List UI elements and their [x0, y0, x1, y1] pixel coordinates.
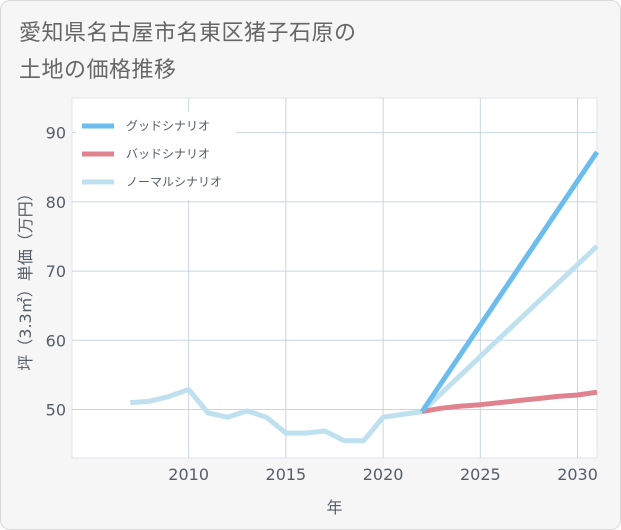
x-tick-label: 2020 [363, 465, 404, 484]
y-tick-label: 50 [46, 401, 66, 420]
x-tick-label: 2030 [557, 465, 598, 484]
series-line-normal [130, 244, 599, 444]
x-axis-label: 年 [326, 498, 342, 517]
series-line-good [419, 150, 600, 413]
series-lines [130, 150, 600, 444]
chart-title: 愛知県名古屋市名東区猪子石原の 土地の価格推移 [19, 15, 357, 89]
legend-label-good: グッドシナリオ [126, 119, 210, 133]
x-tick-label: 2010 [168, 465, 209, 484]
y-tick-label: 70 [46, 262, 66, 281]
legend-label-normal: ノーマルシナリオ [126, 175, 222, 189]
x-tick-label: 2015 [266, 465, 307, 484]
legend-label-bad: バッドシナリオ [126, 147, 210, 161]
title-line-1: 愛知県名古屋市名東区猪子石原の [19, 21, 357, 46]
y-tick-label: 80 [46, 193, 66, 212]
grid-lines [72, 98, 597, 458]
x-tick-label: 2025 [460, 465, 501, 484]
axis-ticks: 2010 2015 2020 2025 2030 50 60 70 80 90 [46, 124, 598, 484]
y-axis-label: 坪（3.3㎡）単価（万円） [16, 185, 35, 370]
y-tick-label: 60 [46, 331, 66, 350]
title-line-2: 土地の価格推移 [19, 58, 177, 83]
series-line-bad [421, 389, 598, 415]
y-tick-label: 90 [46, 124, 66, 143]
